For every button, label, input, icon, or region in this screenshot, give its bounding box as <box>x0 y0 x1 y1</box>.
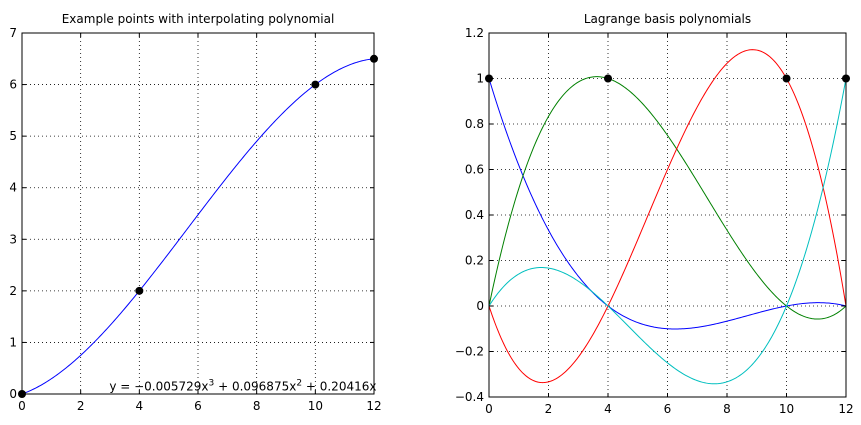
data-point <box>485 74 493 83</box>
x-tick-label: 0 <box>485 402 493 416</box>
eq-exp-3: 3 <box>209 378 215 388</box>
x-tick-label: 6 <box>664 402 672 416</box>
y-tick-label: 0.8 <box>465 117 484 131</box>
y-tick-label: 0.4 <box>465 208 484 222</box>
y-tick-label: 4 <box>9 181 17 195</box>
x-tick-label: 8 <box>723 402 731 416</box>
y-tick-label: 2 <box>9 284 17 298</box>
y-tick-label: 0.6 <box>465 163 484 177</box>
left-equation-annotation: y = −0.005729x3 + 0.096875x2 + 0.20416x <box>109 378 376 393</box>
right-chart-title: Lagrange basis polynomials <box>584 12 751 26</box>
x-tick-label: 2 <box>77 399 85 413</box>
x-tick-label: 12 <box>366 399 381 413</box>
x-tick-label: 8 <box>253 399 261 413</box>
data-point <box>370 54 378 63</box>
right-gridlines <box>489 33 846 397</box>
x-tick-label: 0 <box>18 399 26 413</box>
data-point <box>311 80 320 89</box>
data-point <box>842 74 850 83</box>
left-chart-title: Example points with interpolating polyno… <box>62 12 335 26</box>
right-chart: 0 2 4 6 8 10 12 −0.4 −0.2 0 0.2 0.4 0.6 0.8 1 1.2 Lagra… <box>455 12 854 416</box>
right-tick-labels: 0 2 4 6 8 10 12 −0.4 −0.2 0 0.2 0.4 0.6 0.8 1 1.2 <box>455 26 854 416</box>
y-tick-label: 1 <box>476 72 484 86</box>
x-tick-label: 10 <box>779 402 794 416</box>
left-data-points <box>18 54 378 398</box>
eq-exp-2: 2 <box>296 378 302 388</box>
x-tick-label: 6 <box>194 399 202 413</box>
eq-part-c: + 0.20416x <box>302 379 376 393</box>
y-tick-label: 1 <box>9 335 17 349</box>
right-node-points <box>485 74 850 83</box>
eq-part-b: + 0.096875x <box>214 379 296 393</box>
y-tick-label: 1.2 <box>465 26 484 40</box>
y-tick-label: 3 <box>9 232 17 246</box>
y-tick-label: −0.4 <box>455 390 484 404</box>
x-tick-label: 12 <box>838 402 853 416</box>
x-tick-label: 2 <box>545 402 553 416</box>
y-tick-label: 7 <box>9 26 17 40</box>
basis-curve-3 <box>488 78 847 385</box>
y-tick-label: 5 <box>9 129 17 143</box>
data-point <box>604 74 612 83</box>
data-point <box>135 286 144 295</box>
x-tick-label: 4 <box>136 399 144 413</box>
data-point <box>782 74 791 83</box>
y-tick-label: 6 <box>9 78 17 92</box>
x-tick-label: 4 <box>604 402 612 416</box>
y-tick-label: 0.2 <box>465 254 484 268</box>
eq-part-a: y = −0.005729x <box>109 379 208 393</box>
y-tick-label: 0 <box>476 299 484 313</box>
y-tick-label: 0 <box>9 387 17 401</box>
y-tick-label: −0.2 <box>455 345 484 359</box>
x-tick-label: 10 <box>308 399 323 413</box>
left-gridlines <box>22 33 374 394</box>
data-point <box>18 390 26 398</box>
